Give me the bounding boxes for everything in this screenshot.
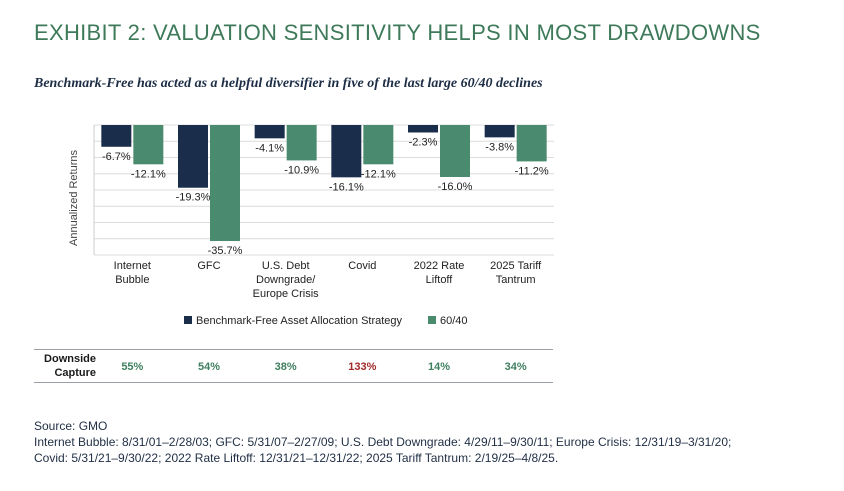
downside-capture-value: 54%	[197, 361, 221, 373]
bar-60-40	[516, 125, 547, 162]
downside-capture-top-rule	[34, 349, 553, 350]
y-axis-label: Annualized Returns	[68, 150, 80, 247]
data-label: -11.2%	[515, 165, 549, 177]
downside-capture-value: 55%	[121, 361, 144, 373]
category-label: Downgrade/	[256, 274, 316, 286]
downside-capture-label-line1: Downside	[44, 353, 96, 365]
category-label: U.S. Debt	[262, 260, 310, 272]
chart-subtitle: Benchmark-Free has acted as a helpful di…	[34, 76, 543, 91]
source-notes: Source: GMO Internet Bubble: 8/31/01–2/2…	[34, 418, 731, 466]
source-line: Source: GMO	[34, 419, 108, 433]
category-label: Internet	[114, 260, 151, 272]
bar-benchmark-free	[484, 125, 515, 138]
bar-benchmark-free	[331, 125, 362, 178]
data-label: -4.1%	[255, 142, 284, 154]
downside-capture-value: 133%	[348, 361, 377, 373]
bar-benchmark-free	[101, 125, 132, 147]
category-label: Bubble	[115, 274, 149, 286]
data-label: -3.8%	[485, 141, 514, 153]
data-label: -16.1%	[329, 181, 364, 193]
data-label: -16.0%	[438, 181, 473, 193]
legend-label: Benchmark-Free Asset Allocation Strategy	[196, 315, 403, 327]
bar-60-40	[363, 125, 394, 165]
category-label: Covid	[348, 260, 376, 272]
downside-capture-value: 14%	[427, 361, 451, 373]
downside-capture-value: 34%	[504, 361, 527, 373]
bar-benchmark-free	[254, 125, 285, 139]
downside-capture-bottom-rule	[34, 382, 553, 383]
legend-swatch	[184, 316, 192, 324]
downside-capture-label-line2: Capture	[54, 367, 96, 379]
category-label: 2025 Tariff	[490, 260, 542, 272]
data-label: -19.3%	[176, 192, 211, 204]
data-label: -6.7%	[102, 151, 131, 163]
bar-60-40	[440, 125, 470, 177]
category-label: Europe Crisis	[253, 288, 320, 300]
bar-chart: Annualized Returns -6.7%-12.1%InternetBub…	[68, 124, 554, 327]
downside-capture-label: Downside Capture	[34, 352, 96, 380]
exhibit-title: EXHIBIT 2: VALUATION SENSITIVITY HELPS I…	[34, 20, 761, 45]
data-label: -10.9%	[284, 164, 319, 176]
period-definitions-line2: Covid: 5/31/21–9/30/22; 2022 Rate Liftof…	[34, 451, 559, 465]
bar-60-40	[133, 125, 164, 165]
data-label: -12.1%	[361, 168, 396, 180]
downside-capture-value: 38%	[274, 361, 297, 373]
category-label: 2022 Rate	[414, 260, 465, 272]
bar-60-40	[286, 125, 317, 161]
data-label: -35.7%	[208, 245, 243, 257]
data-label: -12.1%	[131, 168, 166, 180]
legend-swatch	[428, 316, 436, 324]
data-label: -2.3%	[409, 136, 438, 148]
category-label: GFC	[197, 260, 220, 272]
bar-60-40	[210, 125, 240, 242]
category-label: Tantrum	[496, 274, 536, 286]
bar-benchmark-free	[408, 125, 438, 133]
bar-benchmark-free	[178, 125, 208, 188]
period-definitions-line1: Internet Bubble: 8/31/01–2/28/03; GFC: 5…	[34, 435, 732, 449]
category-label: Liftoff	[426, 274, 454, 286]
legend-label: 60/40	[440, 315, 468, 327]
